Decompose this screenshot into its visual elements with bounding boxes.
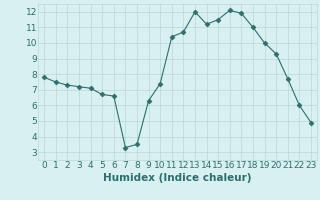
X-axis label: Humidex (Indice chaleur): Humidex (Indice chaleur) [103,173,252,183]
